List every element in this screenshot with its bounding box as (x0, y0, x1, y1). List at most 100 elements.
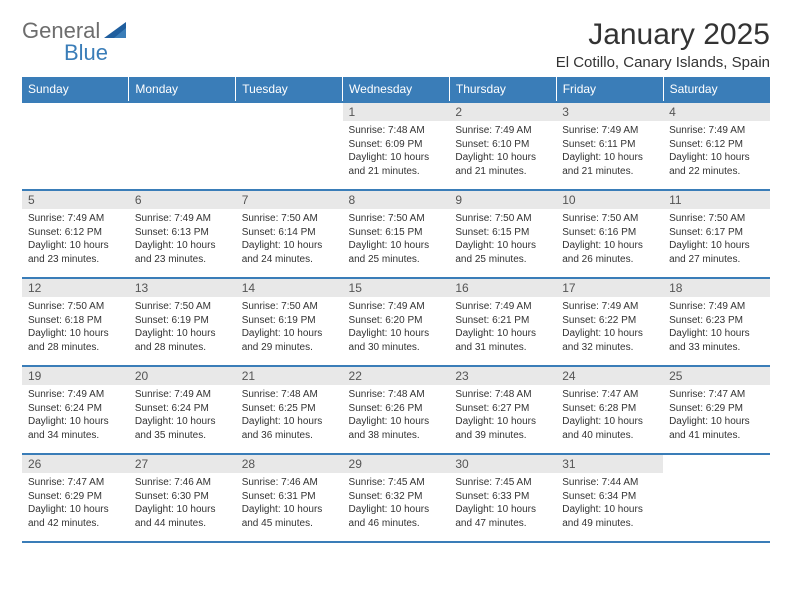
day-details: Sunrise: 7:50 AMSunset: 6:14 PMDaylight:… (236, 209, 343, 270)
calendar-day-cell: 20Sunrise: 7:49 AMSunset: 6:24 PMDayligh… (129, 366, 236, 454)
calendar-day-cell: 14Sunrise: 7:50 AMSunset: 6:19 PMDayligh… (236, 278, 343, 366)
day-number: 21 (236, 367, 343, 385)
day-details: Sunrise: 7:49 AMSunset: 6:21 PMDaylight:… (449, 297, 556, 358)
day-details (22, 120, 129, 127)
title-block: January 2025 El Cotillo, Canary Islands,… (556, 18, 770, 71)
month-title: January 2025 (556, 18, 770, 52)
day-details: Sunrise: 7:50 AMSunset: 6:16 PMDaylight:… (556, 209, 663, 270)
calendar-day-cell: 17Sunrise: 7:49 AMSunset: 6:22 PMDayligh… (556, 278, 663, 366)
day-details (129, 120, 236, 127)
location: El Cotillo, Canary Islands, Spain (556, 54, 770, 71)
logo: General Blue (22, 18, 132, 44)
day-number: 27 (129, 455, 236, 473)
day-number: 23 (449, 367, 556, 385)
day-details: Sunrise: 7:44 AMSunset: 6:34 PMDaylight:… (556, 473, 663, 534)
calendar-week-row: 1Sunrise: 7:48 AMSunset: 6:09 PMDaylight… (22, 102, 770, 190)
calendar-day-cell: 4Sunrise: 7:49 AMSunset: 6:12 PMDaylight… (663, 102, 770, 190)
day-number (663, 455, 770, 472)
day-details (236, 120, 343, 127)
calendar-day-cell: 9Sunrise: 7:50 AMSunset: 6:15 PMDaylight… (449, 190, 556, 278)
day-number: 10 (556, 191, 663, 209)
day-number: 3 (556, 103, 663, 121)
logo-triangle-icon (104, 20, 130, 43)
calendar-week-row: 26Sunrise: 7:47 AMSunset: 6:29 PMDayligh… (22, 454, 770, 542)
calendar-day-cell: 26Sunrise: 7:47 AMSunset: 6:29 PMDayligh… (22, 454, 129, 542)
day-details: Sunrise: 7:50 AMSunset: 6:19 PMDaylight:… (236, 297, 343, 358)
day-number: 1 (343, 103, 450, 121)
calendar-day-cell: 24Sunrise: 7:47 AMSunset: 6:28 PMDayligh… (556, 366, 663, 454)
day-number: 5 (22, 191, 129, 209)
day-details: Sunrise: 7:46 AMSunset: 6:31 PMDaylight:… (236, 473, 343, 534)
day-header: Thursday (449, 77, 556, 102)
calendar-day-cell (22, 102, 129, 190)
day-details: Sunrise: 7:48 AMSunset: 6:25 PMDaylight:… (236, 385, 343, 446)
day-details (663, 472, 770, 479)
day-number (22, 103, 129, 120)
day-details: Sunrise: 7:49 AMSunset: 6:12 PMDaylight:… (663, 121, 770, 182)
calendar-day-cell: 1Sunrise: 7:48 AMSunset: 6:09 PMDaylight… (343, 102, 450, 190)
day-details: Sunrise: 7:50 AMSunset: 6:15 PMDaylight:… (343, 209, 450, 270)
day-details: Sunrise: 7:49 AMSunset: 6:24 PMDaylight:… (129, 385, 236, 446)
calendar-day-cell (236, 102, 343, 190)
day-number: 2 (449, 103, 556, 121)
calendar-day-cell: 29Sunrise: 7:45 AMSunset: 6:32 PMDayligh… (343, 454, 450, 542)
day-details: Sunrise: 7:50 AMSunset: 6:19 PMDaylight:… (129, 297, 236, 358)
calendar-day-cell (663, 454, 770, 542)
calendar-day-cell: 11Sunrise: 7:50 AMSunset: 6:17 PMDayligh… (663, 190, 770, 278)
calendar-day-cell: 30Sunrise: 7:45 AMSunset: 6:33 PMDayligh… (449, 454, 556, 542)
day-details: Sunrise: 7:46 AMSunset: 6:30 PMDaylight:… (129, 473, 236, 534)
day-details: Sunrise: 7:45 AMSunset: 6:33 PMDaylight:… (449, 473, 556, 534)
day-details: Sunrise: 7:50 AMSunset: 6:18 PMDaylight:… (22, 297, 129, 358)
calendar-table: Sunday Monday Tuesday Wednesday Thursday… (22, 77, 770, 543)
day-number: 4 (663, 103, 770, 121)
calendar-day-cell: 3Sunrise: 7:49 AMSunset: 6:11 PMDaylight… (556, 102, 663, 190)
day-header: Friday (556, 77, 663, 102)
day-number: 31 (556, 455, 663, 473)
day-details: Sunrise: 7:49 AMSunset: 6:12 PMDaylight:… (22, 209, 129, 270)
day-header: Monday (129, 77, 236, 102)
day-number: 19 (22, 367, 129, 385)
calendar-day-cell: 10Sunrise: 7:50 AMSunset: 6:16 PMDayligh… (556, 190, 663, 278)
day-details: Sunrise: 7:49 AMSunset: 6:10 PMDaylight:… (449, 121, 556, 182)
day-number: 25 (663, 367, 770, 385)
day-details: Sunrise: 7:49 AMSunset: 6:23 PMDaylight:… (663, 297, 770, 358)
day-details: Sunrise: 7:47 AMSunset: 6:29 PMDaylight:… (663, 385, 770, 446)
day-header: Saturday (663, 77, 770, 102)
day-number: 29 (343, 455, 450, 473)
day-number: 26 (22, 455, 129, 473)
day-details: Sunrise: 7:48 AMSunset: 6:27 PMDaylight:… (449, 385, 556, 446)
day-number: 17 (556, 279, 663, 297)
day-details: Sunrise: 7:48 AMSunset: 6:26 PMDaylight:… (343, 385, 450, 446)
day-number: 22 (343, 367, 450, 385)
calendar-week-row: 5Sunrise: 7:49 AMSunset: 6:12 PMDaylight… (22, 190, 770, 278)
day-number (236, 103, 343, 120)
logo-text-blue: Blue (64, 40, 108, 66)
day-number: 20 (129, 367, 236, 385)
calendar-week-row: 12Sunrise: 7:50 AMSunset: 6:18 PMDayligh… (22, 278, 770, 366)
calendar-day-cell: 6Sunrise: 7:49 AMSunset: 6:13 PMDaylight… (129, 190, 236, 278)
day-details: Sunrise: 7:50 AMSunset: 6:15 PMDaylight:… (449, 209, 556, 270)
calendar-day-cell: 28Sunrise: 7:46 AMSunset: 6:31 PMDayligh… (236, 454, 343, 542)
day-number: 30 (449, 455, 556, 473)
calendar-day-cell: 5Sunrise: 7:49 AMSunset: 6:12 PMDaylight… (22, 190, 129, 278)
day-number: 15 (343, 279, 450, 297)
day-details: Sunrise: 7:49 AMSunset: 6:22 PMDaylight:… (556, 297, 663, 358)
day-header: Sunday (22, 77, 129, 102)
day-number: 13 (129, 279, 236, 297)
day-header: Wednesday (343, 77, 450, 102)
day-details: Sunrise: 7:45 AMSunset: 6:32 PMDaylight:… (343, 473, 450, 534)
day-number: 9 (449, 191, 556, 209)
day-details: Sunrise: 7:48 AMSunset: 6:09 PMDaylight:… (343, 121, 450, 182)
day-number: 6 (129, 191, 236, 209)
calendar-day-cell (129, 102, 236, 190)
day-number: 8 (343, 191, 450, 209)
day-number: 12 (22, 279, 129, 297)
day-number (129, 103, 236, 120)
day-number: 14 (236, 279, 343, 297)
calendar-day-cell: 27Sunrise: 7:46 AMSunset: 6:30 PMDayligh… (129, 454, 236, 542)
day-number: 24 (556, 367, 663, 385)
calendar-day-cell: 8Sunrise: 7:50 AMSunset: 6:15 PMDaylight… (343, 190, 450, 278)
day-number: 7 (236, 191, 343, 209)
calendar-day-cell: 23Sunrise: 7:48 AMSunset: 6:27 PMDayligh… (449, 366, 556, 454)
calendar-day-cell: 7Sunrise: 7:50 AMSunset: 6:14 PMDaylight… (236, 190, 343, 278)
